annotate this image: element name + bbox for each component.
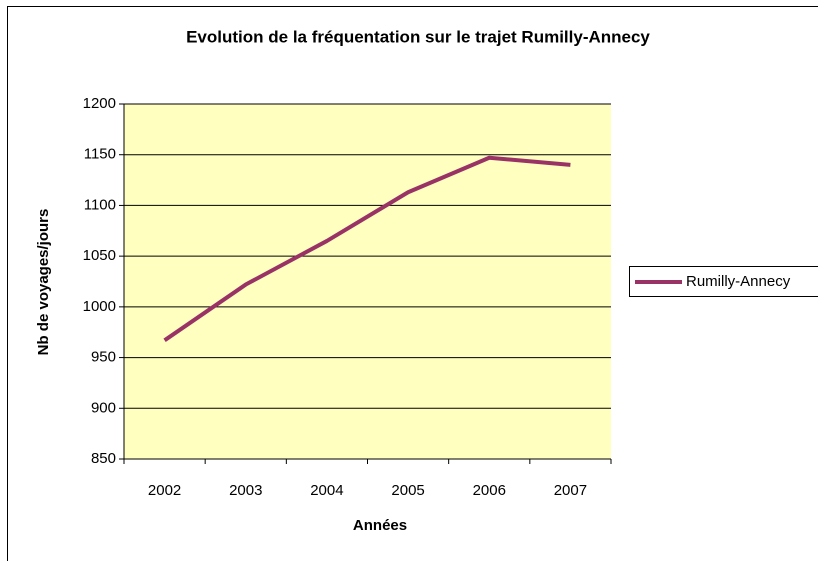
- plot-area: [124, 104, 611, 459]
- y-tick-label: 1150: [84, 146, 116, 163]
- x-tick-label: 2002: [148, 482, 181, 499]
- y-tick-label: 1000: [83, 298, 116, 315]
- y-tick-label: 950: [91, 349, 116, 366]
- legend-label: Rumilly-Annecy: [686, 273, 791, 290]
- chart-title: Evolution de la fréquentation sur le tra…: [186, 27, 650, 46]
- y-tick-label: 900: [91, 399, 116, 416]
- x-tick-label: 2007: [554, 482, 587, 499]
- x-tick-label: 2006: [473, 482, 506, 499]
- y-tick-label: 1100: [84, 196, 116, 213]
- x-tick-label: 2004: [310, 482, 343, 499]
- series-line: [163, 155, 571, 342]
- y-tick-label: 1050: [83, 247, 116, 264]
- y-tick-label: 1200: [83, 95, 116, 112]
- y-axis-title: Nb de voyages/jours: [35, 209, 52, 356]
- x-tick-label: 2003: [229, 482, 262, 499]
- x-axis-title: Années: [353, 517, 407, 534]
- x-tick-label: 2005: [391, 482, 424, 499]
- y-tick-label: 850: [91, 450, 116, 467]
